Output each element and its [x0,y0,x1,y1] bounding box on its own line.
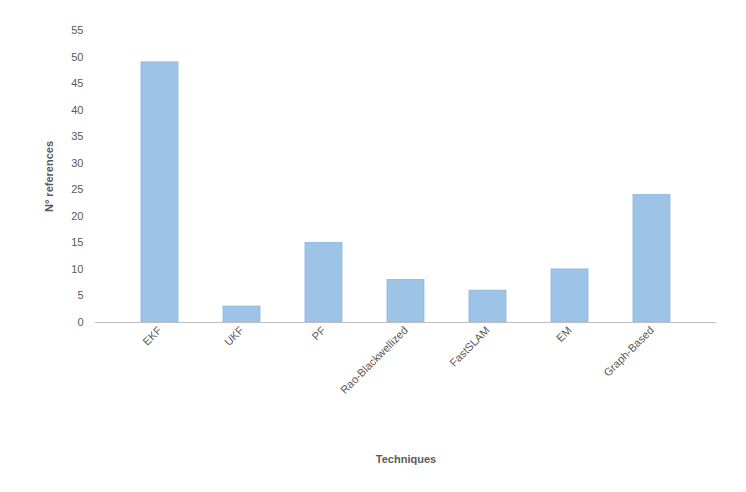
svg-text:5: 5 [77,289,83,301]
svg-text:Graph-Based: Graph-Based [601,324,656,379]
svg-text:N° references: N° references [43,141,55,212]
svg-text:10: 10 [71,263,83,275]
svg-text:50: 50 [71,51,83,63]
svg-text:45: 45 [71,77,83,89]
svg-text:15: 15 [71,236,83,248]
svg-text:PF: PF [309,324,328,343]
svg-text:30: 30 [71,157,83,169]
svg-text:40: 40 [71,104,83,116]
svg-text:20: 20 [71,210,83,222]
svg-text:0: 0 [77,316,83,328]
svg-text:UKF: UKF [222,324,246,348]
svg-text:55: 55 [71,24,83,36]
svg-text:35: 35 [71,130,83,142]
svg-text:Techniques: Techniques [376,453,436,465]
svg-text:Rao-Blackwellized: Rao-Blackwellized [338,324,410,396]
svg-text:EKF: EKF [140,324,164,348]
svg-text:EM: EM [554,324,574,344]
svg-text:25: 25 [71,183,83,195]
svg-text:FastSLAM: FastSLAM [447,324,492,369]
